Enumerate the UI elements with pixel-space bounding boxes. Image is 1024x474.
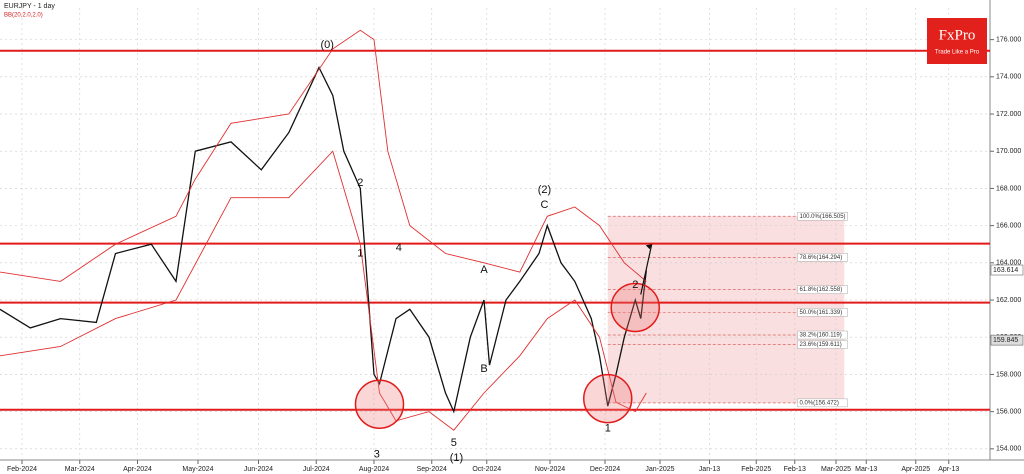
y-tick-label: 164.000 — [996, 260, 1021, 267]
x-tick-label: Feb-2025 — [741, 466, 771, 473]
price-line — [0, 65, 647, 414]
logo-tagline: Trade Like a Pro — [935, 50, 980, 56]
fib-label-box — [797, 308, 848, 317]
y-tick-label: 156.000 — [996, 408, 1021, 415]
x-tick-label: Jan-13 — [699, 466, 721, 473]
highlight-circle — [583, 373, 633, 424]
x-tick-label: Mar-13 — [855, 466, 877, 473]
price-label-box — [990, 264, 1024, 276]
x-tick-label: Jan-2025 — [645, 466, 674, 473]
x-tick-label: Nov-2024 — [535, 466, 565, 473]
fib-label: 78.6%(164.294) — [800, 255, 843, 261]
price-label-box — [990, 334, 1024, 346]
fib-label-box — [797, 285, 848, 294]
x-tick-label: Sep-2024 — [417, 466, 447, 473]
x-tick-label: Mar-2025 — [821, 466, 851, 473]
y-tick-label: 166.000 — [996, 222, 1021, 229]
x-tick-label: Dec-2024 — [590, 466, 620, 473]
wave-label: (2) — [538, 184, 551, 196]
logo-box — [927, 18, 987, 64]
bollinger-band — [0, 29, 647, 282]
x-tick-label: Oct-2024 — [472, 466, 501, 473]
wave-label: 3 — [374, 448, 380, 460]
wave-label: 1 — [357, 247, 363, 259]
fib-label: 50.0%(161.339) — [800, 310, 843, 316]
chart-subtitle: BB(20,2.0,2.0) — [4, 13, 43, 19]
fib-label: 0.0%(156.472) — [800, 400, 839, 406]
y-tick-label: 158.000 — [996, 371, 1021, 378]
wave-label: (0) — [321, 39, 334, 51]
x-tick-label: Aug-2024 — [359, 466, 389, 473]
fib-label-box — [797, 253, 848, 262]
x-tick-label: Apr-2025 — [901, 466, 930, 473]
price-label: 163.614 — [993, 267, 1018, 274]
logo-name: FxPro — [939, 27, 976, 43]
highlight-circle — [610, 282, 660, 333]
fib-label: 100.0%(166.505) — [800, 214, 846, 220]
fib-label: 61.8%(162.558) — [800, 287, 843, 293]
x-tick-label: Feb-13 — [784, 466, 806, 473]
x-tick-label: May-2024 — [182, 466, 213, 473]
y-tick-label: 172.000 — [996, 111, 1021, 118]
fib-label: 38.2%(160.119) — [800, 333, 842, 339]
y-tick-label: 168.000 — [996, 185, 1021, 192]
y-tick-label: 162.000 — [996, 297, 1021, 304]
x-tick-label: Jun-2024 — [244, 466, 273, 473]
fib-label-box — [797, 330, 848, 340]
wave-label: 1 — [605, 422, 611, 434]
fib-label-box — [797, 398, 848, 408]
x-tick-label: Mar-2024 — [65, 466, 95, 473]
wave-label: C — [541, 199, 549, 211]
projection-arrow — [640, 244, 653, 295]
wave-label: (1) — [450, 452, 463, 464]
y-tick-label: 174.000 — [996, 74, 1021, 81]
arrow-head — [645, 244, 652, 250]
x-tick-label: Apr-13 — [938, 466, 959, 473]
wave-label: A — [480, 264, 488, 276]
highlight-circle — [354, 379, 405, 429]
y-tick-label: 154.000 — [996, 446, 1021, 453]
wave-label: 4 — [396, 242, 402, 254]
y-tick-label: 170.000 — [996, 148, 1021, 155]
bollinger-band — [0, 150, 647, 431]
x-tick-label: Apr-2024 — [123, 466, 152, 473]
wave-label: B — [480, 363, 487, 375]
plot: 154.000156.000158.000160.000162.000164.0… — [0, 8, 1024, 473]
y-tick-label: 176.000 — [996, 36, 1021, 43]
fib-label-box — [797, 340, 848, 349]
fib-label-box — [797, 211, 848, 221]
chart-title: EURJPY - 1 day — [4, 3, 55, 10]
fib-label: 23.6%(159.611) — [800, 342, 842, 348]
price-label: 159.845 — [993, 337, 1018, 344]
wave-label: 2 — [357, 177, 363, 189]
wave-label: 2 — [632, 279, 638, 291]
x-tick-label: Feb-2024 — [7, 466, 37, 473]
x-tick-label: Jul-2024 — [303, 466, 330, 473]
wave-label: 5 — [451, 437, 457, 449]
